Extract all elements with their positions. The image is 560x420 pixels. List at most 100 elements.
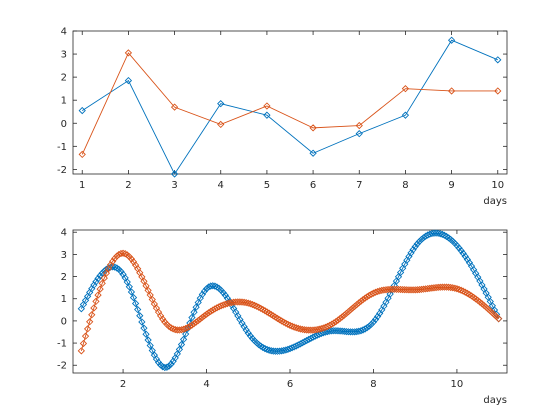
bottom-chart-series-2-point xyxy=(282,319,290,327)
bottom-chart-x-axis-label: days xyxy=(483,395,507,406)
bottom-chart-series-1-point xyxy=(211,282,219,290)
bottom-chart: 2 4 6 8 10 -2 -1 0 1 2 3 4 days xyxy=(57,228,508,406)
bottom-chart-series-2-point xyxy=(294,324,302,333)
top-chart-y-tick-label: 2 xyxy=(61,73,67,84)
bottom-chart-series-2-point xyxy=(280,318,288,326)
top-chart-y-tick-label: 1 xyxy=(61,96,67,107)
bottom-chart-series-1-point xyxy=(434,229,442,237)
top-chart-x-tick-label: 4 xyxy=(218,180,224,191)
bottom-chart-series-2-point xyxy=(342,309,350,318)
bottom-chart-series-1-point xyxy=(363,324,371,332)
bottom-chart-series-2-point xyxy=(190,320,198,328)
bottom-chart-series-1-point xyxy=(179,335,188,344)
bottom-chart-series-2-point xyxy=(298,325,307,334)
bottom-chart-series-2-point xyxy=(495,315,503,323)
bottom-chart-series-1-point xyxy=(261,344,269,353)
bottom-chart-series-2-point xyxy=(459,287,467,295)
top-chart-series-1-point xyxy=(355,130,363,138)
bottom-chart-series-2-point xyxy=(278,317,286,325)
bottom-chart-series-2-point xyxy=(315,325,323,333)
top-chart-y-tick-label: 3 xyxy=(61,50,67,61)
bottom-chart-series-2-point xyxy=(81,332,90,340)
top-chart-x-tick-label: 6 xyxy=(310,180,316,191)
bottom-chart-series-2-point xyxy=(98,279,106,288)
top-chart-series-1-point xyxy=(401,111,410,119)
bottom-chart-series-1-point xyxy=(411,242,419,251)
bottom-chart-series-1-point xyxy=(417,235,426,244)
bottom-chart-series-2-point xyxy=(288,322,296,330)
top-chart-x-tick-label: 1 xyxy=(79,180,85,191)
bottom-chart-series-2-point xyxy=(284,320,292,328)
bottom-chart-x-tick-label: 6 xyxy=(287,379,293,390)
bottom-chart-series-1-point xyxy=(365,322,373,330)
bottom-chart-series-1-point xyxy=(265,346,273,354)
bottom-chart-series-1-point xyxy=(461,252,469,260)
bottom-chart-series-2-point xyxy=(328,320,336,328)
bottom-chart-series-2-point xyxy=(457,286,465,294)
top-chart-x-tick-label: 10 xyxy=(491,180,504,191)
bottom-chart-series-2-point xyxy=(202,310,211,318)
bottom-chart-y-tick-label: 1 xyxy=(61,294,67,305)
top-chart-series-1-point xyxy=(217,100,225,108)
top-chart-series-1-point xyxy=(78,106,86,115)
bottom-chart-series-2-point xyxy=(121,250,129,258)
bottom-chart-series-2-point xyxy=(250,301,259,309)
bottom-chart-series-2-point xyxy=(127,255,136,263)
bottom-chart-series-2-point xyxy=(242,299,250,307)
bottom-chart-series-1-point xyxy=(223,294,232,302)
bottom-chart-series-2-point xyxy=(447,283,455,292)
bottom-chart-series-2-point xyxy=(334,316,342,324)
bottom-chart-series-2-point xyxy=(373,287,382,296)
bottom-chart-series-1-point xyxy=(188,313,196,322)
bottom-chart-series-2-point xyxy=(357,297,365,305)
top-chart-series-2-point xyxy=(494,87,502,95)
bottom-chart-series-2-point xyxy=(207,307,215,316)
top-chart-series-2-point xyxy=(447,87,456,95)
bottom-chart-series-2-point xyxy=(292,324,300,332)
bottom-chart-series-2-point xyxy=(238,298,246,306)
bottom-chart-series-1-point xyxy=(192,303,200,311)
bottom-chart-series-1-point xyxy=(117,267,125,276)
top-chart-y-tick-label: -2 xyxy=(57,165,67,176)
bottom-chart-series-1-point xyxy=(165,362,173,370)
bottom-chart-series-2-point xyxy=(223,299,232,308)
bottom-chart-series-2-point xyxy=(449,284,457,292)
top-chart-y-tick-label: 4 xyxy=(61,27,67,38)
bottom-chart-series-1-point xyxy=(221,291,229,299)
bottom-chart-series-1-point xyxy=(457,246,465,255)
bottom-chart-series-2-point xyxy=(83,325,92,333)
bottom-chart-series-2-point xyxy=(167,324,175,332)
bottom-chart-series-1-point xyxy=(463,255,471,264)
top-chart-x-tick-label: 8 xyxy=(402,180,408,191)
bottom-chart-x-tick-label: 2 xyxy=(120,379,126,390)
top-chart-x-tick-label: 7 xyxy=(356,180,362,191)
bottom-chart-series-2-point xyxy=(196,315,204,323)
bottom-chart-series-2-point xyxy=(313,325,321,334)
bottom-chart-series-1-point xyxy=(163,363,171,371)
top-chart-series-2-point xyxy=(263,102,271,110)
top-chart-x-tick-label: 2 xyxy=(125,180,131,191)
bottom-chart-series-1-point xyxy=(369,318,378,326)
bottom-chart-series-1-point xyxy=(134,305,142,314)
bottom-chart-series-1-point xyxy=(209,282,217,290)
bottom-chart-series-1-point xyxy=(175,345,184,354)
bottom-chart-series-2-point xyxy=(259,305,267,314)
bottom-chart-series-1-point xyxy=(94,274,102,283)
bottom-chart-series-1-point xyxy=(144,336,152,344)
bottom-chart-series-2-point xyxy=(351,302,359,310)
bottom-chart-y-tick-label: 4 xyxy=(61,228,67,239)
bottom-chart-series-1-point xyxy=(190,308,198,316)
bottom-chart-series-1-point xyxy=(432,229,440,237)
bottom-chart-y-tick-label: 3 xyxy=(61,250,67,261)
bottom-chart-y-tick-label: 2 xyxy=(61,272,67,283)
bottom-chart-series-1-point xyxy=(146,341,154,350)
bottom-chart-series-2-point xyxy=(346,306,355,314)
top-chart-x-axis-label: days xyxy=(483,196,507,207)
bottom-chart-series-1-point xyxy=(159,363,167,371)
bottom-chart-series-2-point xyxy=(340,311,348,319)
bottom-chart-series-2-point xyxy=(453,285,461,293)
bottom-chart-series-2-point xyxy=(244,299,252,307)
bottom-chart-series-2-point xyxy=(113,252,121,260)
bottom-chart-series-2-point xyxy=(361,294,369,302)
